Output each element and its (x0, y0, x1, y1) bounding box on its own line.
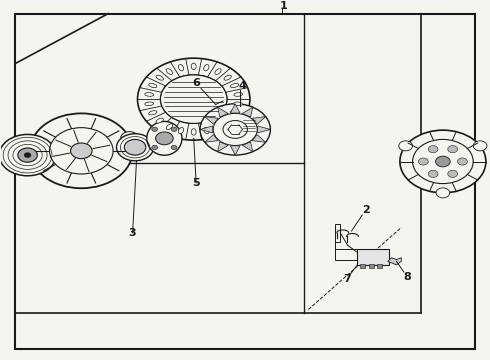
Circle shape (0, 134, 56, 176)
Polygon shape (388, 258, 401, 265)
Circle shape (473, 141, 487, 151)
Text: 2: 2 (362, 205, 370, 215)
Ellipse shape (215, 124, 221, 130)
Ellipse shape (191, 129, 196, 135)
Circle shape (152, 145, 158, 149)
Ellipse shape (166, 124, 172, 130)
Ellipse shape (156, 75, 163, 80)
Ellipse shape (230, 84, 239, 87)
Circle shape (213, 113, 257, 145)
Ellipse shape (204, 64, 209, 71)
Text: 1: 1 (279, 1, 287, 12)
Bar (377, 264, 382, 269)
Ellipse shape (148, 84, 157, 87)
Ellipse shape (230, 111, 239, 115)
Ellipse shape (224, 118, 231, 123)
Ellipse shape (145, 93, 153, 96)
Circle shape (160, 75, 227, 123)
Ellipse shape (178, 127, 184, 134)
Circle shape (428, 145, 438, 153)
Circle shape (24, 157, 42, 170)
Ellipse shape (224, 75, 231, 80)
Circle shape (436, 156, 450, 167)
Ellipse shape (178, 64, 184, 71)
Ellipse shape (234, 93, 243, 96)
Circle shape (400, 130, 486, 193)
Ellipse shape (234, 102, 243, 105)
Polygon shape (205, 135, 218, 142)
Polygon shape (205, 117, 218, 124)
Ellipse shape (148, 111, 157, 115)
Polygon shape (258, 126, 270, 133)
Circle shape (124, 139, 146, 155)
Polygon shape (230, 146, 240, 155)
Polygon shape (335, 224, 362, 260)
Circle shape (458, 158, 467, 165)
Polygon shape (243, 107, 253, 117)
Circle shape (156, 132, 173, 145)
Circle shape (200, 104, 270, 155)
Circle shape (436, 188, 450, 198)
Circle shape (117, 134, 154, 161)
Ellipse shape (166, 69, 172, 75)
Circle shape (223, 121, 247, 138)
Polygon shape (252, 117, 266, 124)
Circle shape (428, 170, 438, 177)
Circle shape (24, 153, 31, 158)
Text: 4: 4 (239, 81, 246, 91)
Circle shape (171, 145, 177, 149)
Circle shape (30, 113, 133, 188)
Polygon shape (252, 135, 266, 142)
Text: 7: 7 (343, 274, 351, 284)
Ellipse shape (147, 121, 182, 155)
Circle shape (49, 128, 113, 174)
Ellipse shape (191, 63, 196, 69)
Circle shape (399, 141, 413, 151)
Circle shape (152, 127, 158, 131)
Ellipse shape (215, 69, 221, 75)
Circle shape (71, 143, 92, 159)
Polygon shape (218, 142, 228, 152)
Text: 3: 3 (129, 228, 136, 238)
Circle shape (18, 148, 37, 162)
Circle shape (448, 145, 458, 153)
Text: 8: 8 (403, 272, 411, 282)
Polygon shape (230, 104, 240, 113)
Circle shape (413, 139, 473, 184)
Ellipse shape (204, 127, 209, 134)
Circle shape (121, 132, 138, 144)
Ellipse shape (145, 102, 153, 105)
Bar (360, 264, 365, 269)
Polygon shape (218, 107, 228, 117)
Text: 6: 6 (192, 78, 200, 88)
Text: 5: 5 (193, 178, 200, 188)
Circle shape (418, 158, 428, 165)
Bar (368, 264, 373, 269)
Polygon shape (200, 126, 213, 133)
Bar (357, 249, 389, 265)
Circle shape (448, 170, 458, 177)
Polygon shape (243, 142, 253, 152)
Ellipse shape (156, 118, 163, 123)
Circle shape (171, 127, 177, 131)
